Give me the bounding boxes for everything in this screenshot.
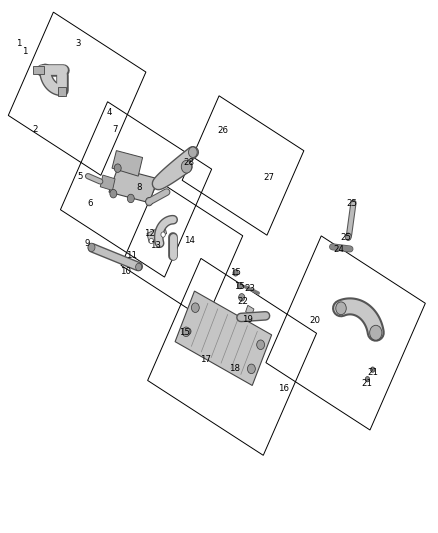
Text: 7: 7 [113,125,118,134]
Text: 27: 27 [264,173,275,182]
Text: 28: 28 [184,158,195,167]
Text: 1: 1 [22,47,28,55]
Circle shape [110,189,117,198]
Text: 21: 21 [367,368,378,377]
Text: 24: 24 [334,245,345,254]
Circle shape [181,160,192,173]
Circle shape [127,194,134,203]
FancyBboxPatch shape [33,66,44,74]
Text: 1: 1 [16,39,22,48]
Polygon shape [112,151,143,176]
Circle shape [182,327,190,336]
Circle shape [114,164,121,172]
Text: 17: 17 [201,355,212,364]
Circle shape [371,367,375,372]
Circle shape [88,243,95,252]
Text: 20: 20 [310,316,321,325]
Text: 14: 14 [184,237,195,246]
Text: 13: 13 [150,241,161,250]
Circle shape [345,233,351,240]
Polygon shape [109,168,158,203]
Text: 19: 19 [242,315,253,324]
Circle shape [233,270,238,276]
Text: 21: 21 [361,379,372,388]
Circle shape [146,197,152,206]
Text: 25: 25 [346,199,358,208]
Text: 15: 15 [230,269,240,277]
Circle shape [257,340,265,350]
Circle shape [161,232,165,237]
Text: 10: 10 [120,268,131,276]
Circle shape [365,376,370,382]
Text: 15: 15 [234,281,245,290]
Circle shape [239,294,245,301]
Text: 22: 22 [237,296,248,305]
Text: 2: 2 [32,125,38,134]
Text: 23: 23 [244,284,255,293]
Text: 9: 9 [85,239,90,248]
Polygon shape [246,305,254,316]
Text: 3: 3 [76,39,81,48]
Circle shape [191,303,199,312]
Circle shape [188,147,197,158]
Circle shape [370,325,382,340]
Circle shape [149,238,153,244]
Circle shape [247,364,255,374]
Polygon shape [175,291,272,385]
Polygon shape [147,225,166,243]
Text: 25: 25 [340,233,351,242]
Text: 5: 5 [78,172,83,181]
Text: 4: 4 [106,108,112,117]
Text: 26: 26 [217,126,228,135]
Circle shape [136,263,142,271]
Text: 6: 6 [88,199,93,208]
Text: 11: 11 [126,252,137,260]
FancyBboxPatch shape [58,87,66,96]
Text: 16: 16 [278,384,289,393]
Polygon shape [100,175,115,190]
Text: 18: 18 [229,364,240,373]
Circle shape [186,328,191,335]
Text: 15: 15 [180,328,191,337]
Text: 12: 12 [145,229,155,238]
Circle shape [336,302,346,314]
Text: 8: 8 [137,183,142,192]
Circle shape [237,282,243,289]
